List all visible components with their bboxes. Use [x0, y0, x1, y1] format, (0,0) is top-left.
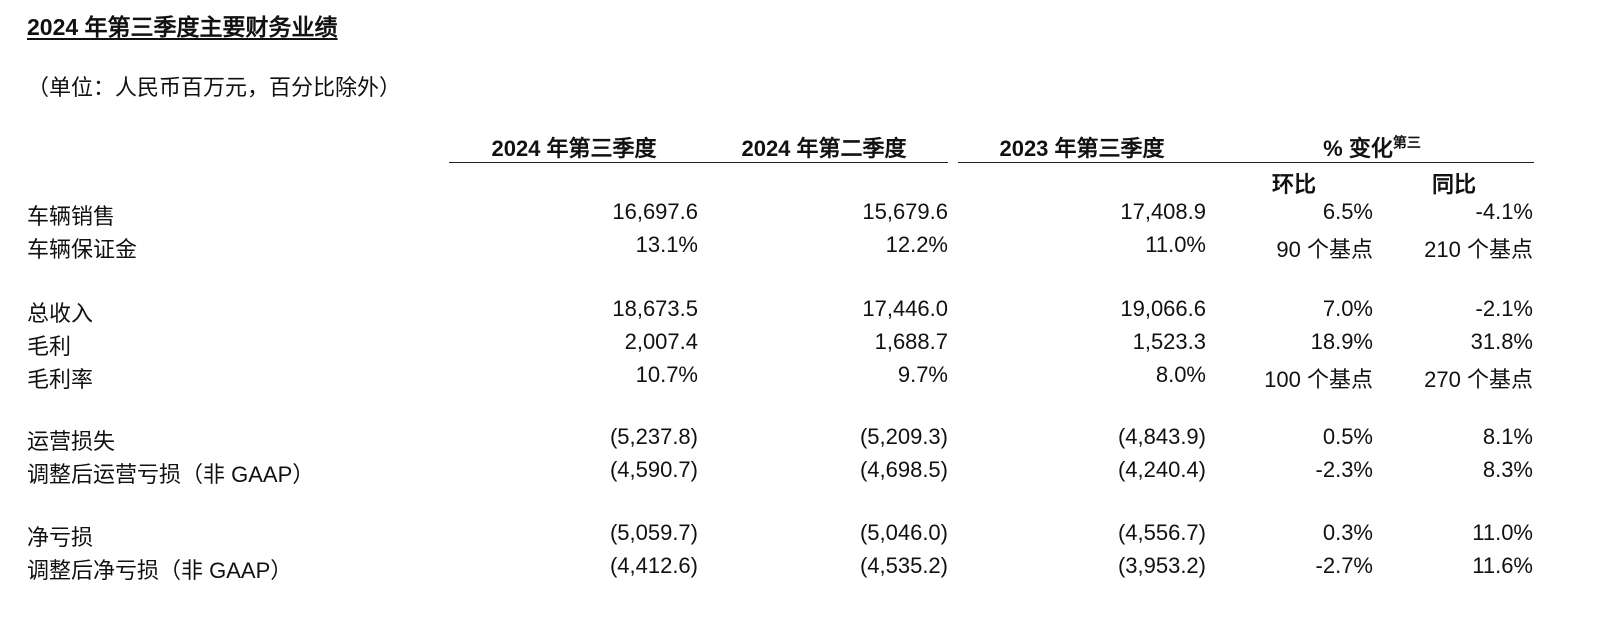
row-label: 总收入 [27, 301, 94, 326]
header-q3-2023: 2023 年第三季度 [999, 136, 1165, 161]
cell-yoy: 270 个基点 [1424, 367, 1533, 392]
row-label: 调整后运营亏损（非 GAAP） [27, 462, 315, 487]
cell-q2-2024: (4,698.5) [859, 457, 948, 482]
row-label: 毛利率 [27, 367, 94, 392]
cell-yoy: -2.1% [1475, 296, 1533, 321]
header-change-sup: 第三 [1392, 134, 1421, 151]
table-row: 毛利 2,007.4 1,688.7 1,523.3 18.9% 31.8% [0, 329, 1600, 359]
cell-qoq: 90 个基点 [1276, 237, 1373, 262]
cell-q2-2024: 17,446.0 [862, 296, 948, 321]
cell-q3-2024: 10.7% [635, 362, 698, 387]
cell-q2-2024: 9.7% [897, 362, 948, 387]
row-label: 运营损失 [27, 429, 116, 454]
cell-q3-2024: 16,697.6 [612, 199, 698, 224]
cell-qoq: 6.5% [1322, 199, 1373, 224]
cell-q3-2023: (4,843.9) [1117, 424, 1206, 449]
table-row: 调整后运营亏损（非 GAAP） (4,590.7) (4,698.5) (4,2… [0, 457, 1600, 487]
row-label: 毛利 [27, 334, 72, 359]
row-label: 车辆销售 [27, 204, 116, 229]
cell-q3-2023: 1,523.3 [1132, 329, 1206, 354]
cell-q3-2024: (4,590.7) [609, 457, 698, 482]
header-change: % 变化第三 [1212, 131, 1532, 163]
cell-yoy: -4.1% [1475, 199, 1533, 224]
cell-q2-2024: 12.2% [885, 232, 948, 257]
cell-q3-2024: (5,059.7) [609, 520, 698, 545]
cell-q3-2024: 13.1% [635, 232, 698, 257]
header-change-label: % 变化 [1323, 136, 1393, 161]
row-label: 净亏损 [27, 525, 94, 550]
table-row: 调整后净亏损（非 GAAP） (4,412.6) (4,535.2) (3,95… [0, 553, 1600, 583]
row-label: 调整后净亏损（非 GAAP） [27, 558, 293, 583]
cell-q3-2023: 17,408.9 [1120, 199, 1206, 224]
cell-qoq: 0.3% [1322, 520, 1373, 545]
header-q2-2024: 2024 年第二季度 [741, 136, 907, 161]
cell-q3-2023: (4,556.7) [1117, 520, 1206, 545]
cell-q3-2023: (3,953.2) [1117, 553, 1206, 578]
table-row: 运营损失 (5,237.8) (5,209.3) (4,843.9) 0.5% … [0, 424, 1600, 454]
cell-yoy: 31.8% [1470, 329, 1533, 354]
cell-q3-2024: (4,412.6) [609, 553, 698, 578]
cell-qoq: 100 个基点 [1264, 367, 1373, 392]
cell-qoq: 0.5% [1322, 424, 1373, 449]
header-q3-2024: 2024 年第三季度 [491, 136, 657, 161]
table-row: 毛利率 10.7% 9.7% 8.0% 100 个基点 270 个基点 [0, 362, 1600, 392]
cell-q3-2023: 19,066.6 [1120, 296, 1206, 321]
cell-q2-2024: (4,535.2) [859, 553, 948, 578]
cell-q3-2024: 18,673.5 [612, 296, 698, 321]
row-label: 车辆保证金 [27, 237, 138, 262]
cell-qoq: -2.3% [1315, 457, 1373, 482]
cell-q3-2023: (4,240.4) [1117, 457, 1206, 482]
cell-q3-2023: 11.0% [1145, 232, 1206, 257]
cell-yoy: 11.6% [1472, 553, 1533, 578]
cell-q3-2023: 8.0% [1155, 362, 1206, 387]
table-row: 车辆销售 16,697.6 15,679.6 17,408.9 6.5% -4.… [0, 199, 1600, 229]
header-rule-2023-change [958, 162, 1534, 163]
header-qoq: 环比 [1271, 172, 1316, 197]
cell-qoq: 18.9% [1310, 329, 1373, 354]
cell-q2-2024: (5,046.0) [859, 520, 948, 545]
cell-q2-2024: 15,679.6 [862, 199, 948, 224]
cell-yoy: 11.0% [1472, 520, 1533, 545]
cell-q2-2024: (5,209.3) [859, 424, 948, 449]
header-yoy: 同比 [1431, 172, 1476, 197]
cell-q2-2024: 1,688.7 [874, 329, 948, 354]
table-row: 车辆保证金 13.1% 12.2% 11.0% 90 个基点 210 个基点 [0, 232, 1600, 262]
table-row: 净亏损 (5,059.7) (5,046.0) (4,556.7) 0.3% 1… [0, 520, 1600, 550]
header-rule-2024 [449, 162, 948, 163]
document-title: 2024 年第三季度主要财务业绩 [27, 14, 338, 40]
unit-note: （单位：人民币百万元，百分比除外） [27, 75, 402, 100]
cell-q3-2024: 2,007.4 [624, 329, 698, 354]
cell-yoy: 8.3% [1482, 457, 1533, 482]
cell-yoy: 210 个基点 [1424, 237, 1533, 262]
cell-qoq: 7.0% [1322, 296, 1373, 321]
cell-qoq: -2.7% [1315, 553, 1373, 578]
cell-q3-2024: (5,237.8) [609, 424, 698, 449]
table-row: 总收入 18,673.5 17,446.0 19,066.6 7.0% -2.1… [0, 296, 1600, 326]
cell-yoy: 8.1% [1482, 424, 1533, 449]
